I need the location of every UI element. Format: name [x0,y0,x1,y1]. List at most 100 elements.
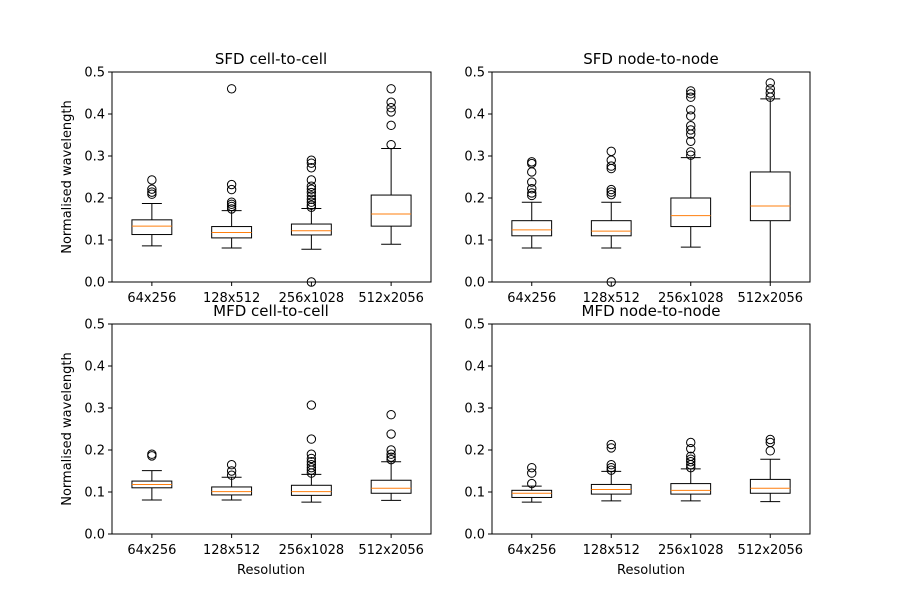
axes-frame [491,323,811,535]
outlier-point [606,465,616,475]
outlier-point [606,161,616,171]
y-tick-label: 0.4 [464,108,485,123]
outlier-point [226,466,237,476]
x-tick-label: 128x512 [583,543,640,558]
outlier-point [386,452,396,462]
outlier-point [226,460,237,470]
y-tick-label: 0.1 [84,234,105,249]
outlier-point [226,184,237,195]
outlier-point [226,197,237,207]
iqr-box [131,219,173,236]
outlier-point [147,184,157,194]
y-tick-label: 0.2 [84,192,105,207]
box-128x512 [211,460,253,501]
outlier-point [147,175,157,185]
outlier-point [686,437,696,448]
axes-frame [111,323,432,535]
outlier-point [306,181,317,191]
box-64x256 [131,449,173,501]
outlier-point [386,445,396,455]
iqr-box [749,478,791,494]
outlier-point [386,454,396,465]
outlier-point [306,163,317,173]
outlier-point [686,457,696,467]
y-tick-label: 0.1 [464,486,485,501]
outlier-point [765,84,775,94]
box-256x1028 [670,437,712,502]
x-tick-label: 256x1028 [658,291,724,306]
outlier-point [686,451,696,461]
outlier-point [606,460,616,470]
outlier-point [386,449,396,459]
outlier-point [606,184,616,195]
iqr-box [290,484,332,496]
outlier-point [306,194,317,204]
outlier-point [527,478,537,489]
iqr-box [749,171,791,222]
y-tick-label: 0.4 [84,360,105,375]
outlier-point [527,190,537,201]
y-tick-label: 0.0 [84,528,105,543]
subplot-title: SFD node-to-node [583,50,719,68]
box-64x256 [511,157,553,249]
outlier-point [386,120,396,131]
x-axis-label: Resolution [617,563,685,578]
y-tick-label: 0.5 [464,318,485,333]
iqr-box [370,194,412,227]
outlier-point [306,449,317,459]
box-512x2056 [749,78,791,283]
x-tick-label: 64x256 [507,291,556,306]
outlier-point [765,88,775,98]
x-tick-label: 256x1028 [279,543,345,558]
outlier-point [386,410,396,420]
plot-area: 0.0 0.1 0.2 0.3 0.4 0.5 64x256 128x512 256x1028 5… [464,318,811,558]
box-512x2056 [370,84,412,245]
x-tick-label: 64x256 [127,291,176,306]
y-tick-label: 0.5 [464,66,485,81]
outlier-point [686,89,696,99]
outlier-point [686,454,696,464]
outlier-point [765,434,775,445]
box-64x256 [511,462,553,503]
outlier-point [226,84,237,94]
outlier-point [306,434,317,444]
outlier-point [226,204,237,214]
outlier-point [386,84,396,94]
outlier-point [147,449,157,459]
iqr-box [511,489,553,498]
outlier-point [606,439,616,450]
outlier-point [306,400,317,410]
outlier-point [306,453,317,464]
axes-frame [491,71,811,283]
y-tick-label: 0.3 [464,150,485,165]
outlier-point [686,86,696,96]
x-tick-label: 128x512 [583,291,640,306]
outlier-point [527,188,537,198]
outlier-point [306,175,317,185]
x-tick-label: 256x1028 [658,543,724,558]
box-256x1028 [290,400,332,503]
iqr-box [370,479,412,494]
outlier-point [606,462,616,473]
outlier-point [686,111,696,121]
outlier-point [527,177,537,187]
outlier-point [606,146,616,157]
y-tick-label: 0.5 [84,318,105,333]
subplot-title: MFD node-to-node [582,302,721,320]
y-axis-label: Normalised wavelength [60,352,75,506]
outlier-point [306,184,317,194]
y-tick-label: 0.5 [84,66,105,81]
x-tick-label: 512x2056 [737,543,803,558]
outlier-point [606,189,616,200]
plot-area: 0.0 0.1 0.2 0.3 0.4 0.5 64x256 128x512 256x1028 5… [84,66,432,306]
outlier-point [306,460,317,470]
x-tick-label: 512x2056 [358,291,424,306]
y-tick-label: 0.3 [464,402,485,417]
subplot-title: SFD cell-to-cell [215,50,327,68]
y-axis-label: Normalised wavelength [60,100,75,254]
plot-area: 0.0 0.1 0.2 0.3 0.4 0.5 64x256 128x512 256x1028 5… [84,318,432,558]
y-tick-label: 0.0 [464,528,485,543]
iqr-box [670,197,712,228]
outlier-point [765,437,775,448]
y-tick-label: 0.3 [84,402,105,417]
